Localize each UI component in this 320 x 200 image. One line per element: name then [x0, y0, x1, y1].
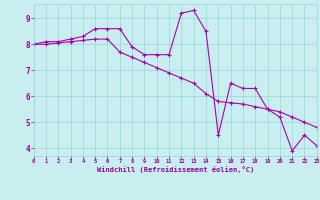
X-axis label: Windchill (Refroidissement éolien,°C): Windchill (Refroidissement éolien,°C)	[97, 166, 254, 173]
